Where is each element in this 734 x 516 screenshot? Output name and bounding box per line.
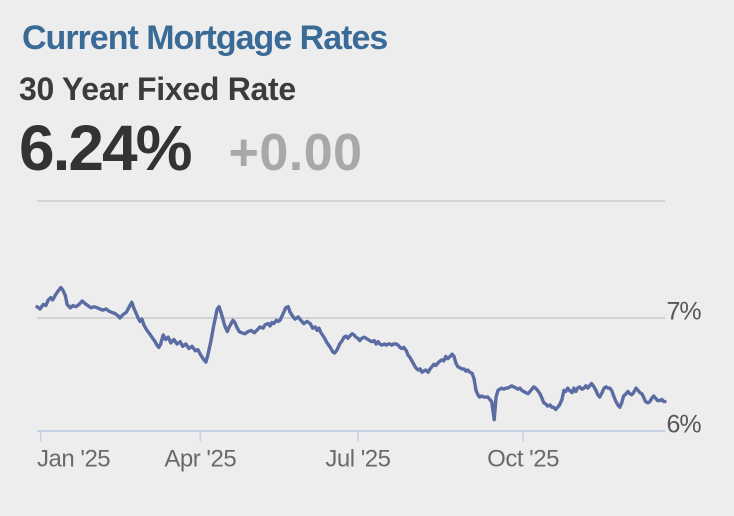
rate-row: 6.24% +0.00: [19, 116, 363, 180]
x-axis-label: Oct '25: [487, 446, 559, 473]
current-rate-value: 6.24%: [19, 112, 192, 184]
y-axis-label: 7%: [667, 298, 702, 326]
rate-change-value: +0.00: [228, 124, 363, 182]
y-axis-label: 6%: [667, 411, 702, 439]
product-name: 30 Year Fixed Rate: [19, 71, 296, 107]
rate-line-series: [35, 285, 667, 422]
x-axis-label: Jan '25: [37, 446, 110, 473]
x-axis-label: Jul '25: [325, 446, 390, 473]
x-axis-label: Apr '25: [164, 446, 236, 473]
divider: [37, 200, 665, 202]
widget-title-link[interactable]: Current Mortgage Rates: [22, 19, 388, 57]
